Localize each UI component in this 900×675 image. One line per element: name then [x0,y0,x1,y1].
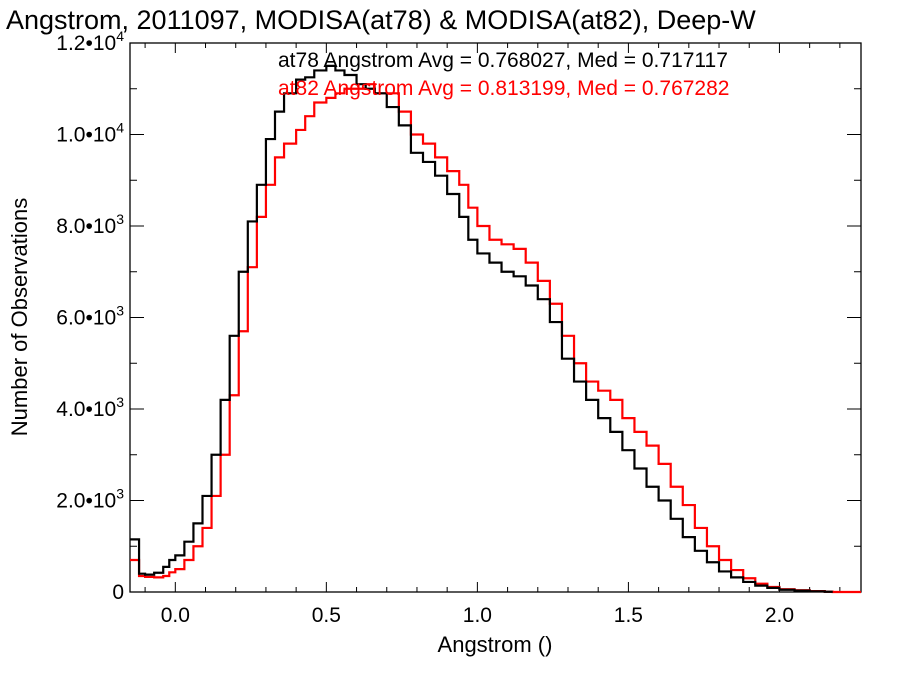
annotation-at78: at78 Angstrom Avg = 0.768027, Med = 0.71… [278,49,728,72]
x-axis-ticks: 0.0 0.5 1.0 1.5 2.0 [144,43,841,627]
y-tick-label: 1.0•104 [56,120,124,147]
series-line-at78 [130,64,833,593]
y-tick-label: 2.0•103 [56,486,124,513]
chart-title: Angstrom, 2011097, MODISA(at78) & MODISA… [6,5,756,35]
series-line-at82 [130,83,861,594]
y-axis-ticks: 0 2.0•103 4.0•103 6.0•103 8.0•103 1.0•104 1.2•… [56,28,861,604]
y-tick-label: 6.0•103 [56,303,124,330]
x-tick-label: 2.0 [765,604,794,627]
y-axis-label: Number of Observations [7,198,32,436]
y-tick-label: 8.0•103 [56,211,124,238]
x-tick-label: 1.5 [614,604,643,627]
x-tick-label: 0.5 [312,604,341,627]
annotation-at82: at82 Angstrom Avg = 0.813199, Med = 0.76… [278,77,729,100]
x-axis-label: Angstrom () [438,632,553,657]
y-tick-label: 1.2•104 [56,28,124,55]
x-tick-label: 0.0 [161,604,190,627]
y-tick-label: 0 [112,581,124,604]
series-group [130,64,861,594]
y-tick-label: 4.0•103 [56,394,124,421]
x-tick-label: 1.0 [463,604,492,627]
